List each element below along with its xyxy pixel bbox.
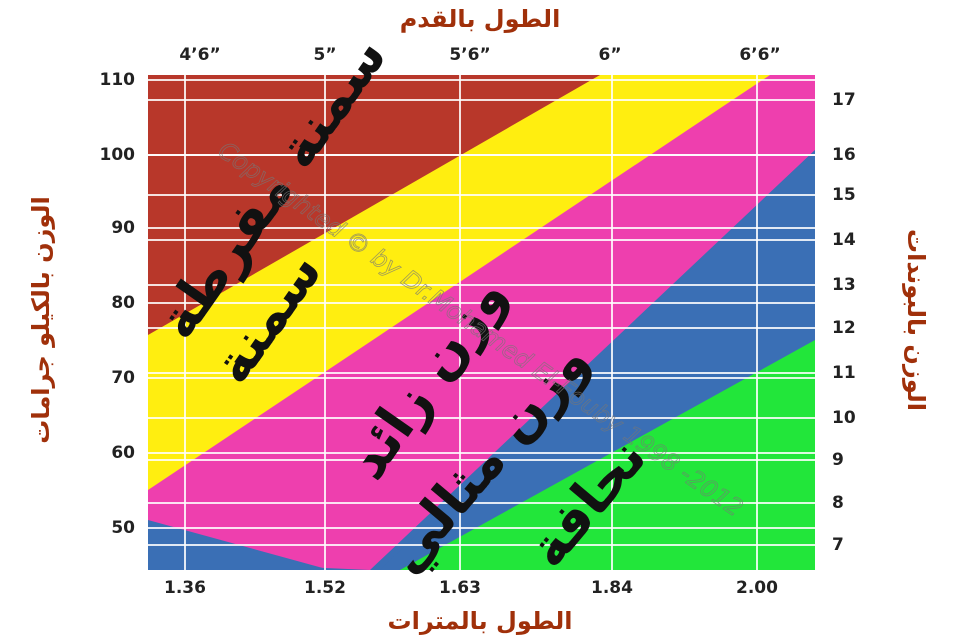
bottom-axis-title: الطول بالمترات [387, 607, 572, 635]
top-tick-label: 5” [313, 45, 336, 65]
top-tick-label: 4’6” [179, 45, 220, 65]
bottom-tick-label: 1.36 [164, 578, 206, 598]
right-tick-label: 16 [832, 145, 856, 165]
right-tick-label: 15 [832, 185, 856, 205]
left-tick-label: 110 [100, 70, 136, 90]
right-tick-label: 12 [832, 318, 856, 338]
bottom-tick-label: 2.00 [736, 578, 778, 598]
left-tick-label: 100 [100, 145, 136, 165]
right-tick-label: 11 [832, 363, 856, 383]
left-tick-label: 80 [111, 293, 135, 313]
right-tick-label: 7 [832, 535, 844, 555]
right-tick-label: 13 [832, 275, 856, 295]
right-tick-label: 8 [832, 493, 844, 513]
top-tick-label: 5’6” [449, 45, 490, 65]
right-tick-label: 10 [832, 408, 856, 428]
bottom-tick-label: 1.63 [439, 578, 481, 598]
right-tick-label: 9 [832, 450, 844, 470]
left-tick-label: 70 [111, 368, 135, 388]
left-tick-label: 90 [111, 218, 135, 238]
top-tick-label: 6” [598, 45, 621, 65]
bottom-tick-label: 1.52 [304, 578, 346, 598]
left-tick-label: 50 [111, 518, 135, 538]
top-tick-label: 6’6” [739, 45, 780, 65]
right-tick-label: 14 [832, 230, 856, 250]
left-tick-label: 60 [111, 443, 135, 463]
grid [148, 75, 815, 570]
right-axis-title: الوزن بالبوندات [902, 229, 930, 411]
bottom-tick-label: 1.84 [591, 578, 633, 598]
right-tick-label: 17 [832, 90, 856, 110]
zones-background [148, 75, 815, 570]
left-axis-title: الوزن بالكيلو جرامات [27, 196, 55, 443]
top-axis-title: الطول بالقدم [400, 5, 561, 33]
